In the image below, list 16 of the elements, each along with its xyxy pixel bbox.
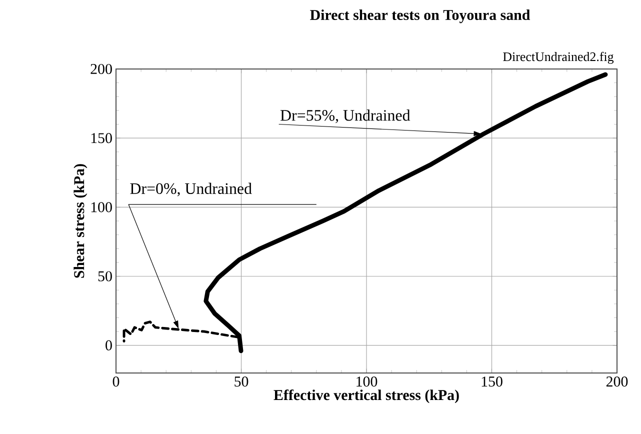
- y-tick-label: 100: [91, 202, 112, 212]
- y-tick-label: 50: [98, 271, 112, 282]
- text: Dr=0%, Undrained: [130, 182, 252, 196]
- text: Dr=55%, Undrained: [280, 110, 410, 124]
- y-axis-title: Shear stress (kPa): [74, 164, 88, 278]
- x-tick-label: 150: [482, 376, 502, 387]
- y-tick-label: 150: [91, 133, 112, 144]
- x-axis-title: Effective vertical stress (kPa): [274, 389, 459, 404]
- chart-title: Direct shear tests on Toyoura sand: [310, 10, 530, 24]
- x-tick-label: 200: [606, 376, 628, 387]
- y-tick-label: 0: [106, 340, 112, 350]
- x-tick-label: 50: [234, 376, 248, 387]
- y-tick-label: 200: [90, 64, 112, 74]
- text: DirectUndrained2.fig: [503, 52, 614, 64]
- x-tick-label: 0: [112, 376, 120, 387]
- x-tick-label: 100: [356, 376, 378, 387]
